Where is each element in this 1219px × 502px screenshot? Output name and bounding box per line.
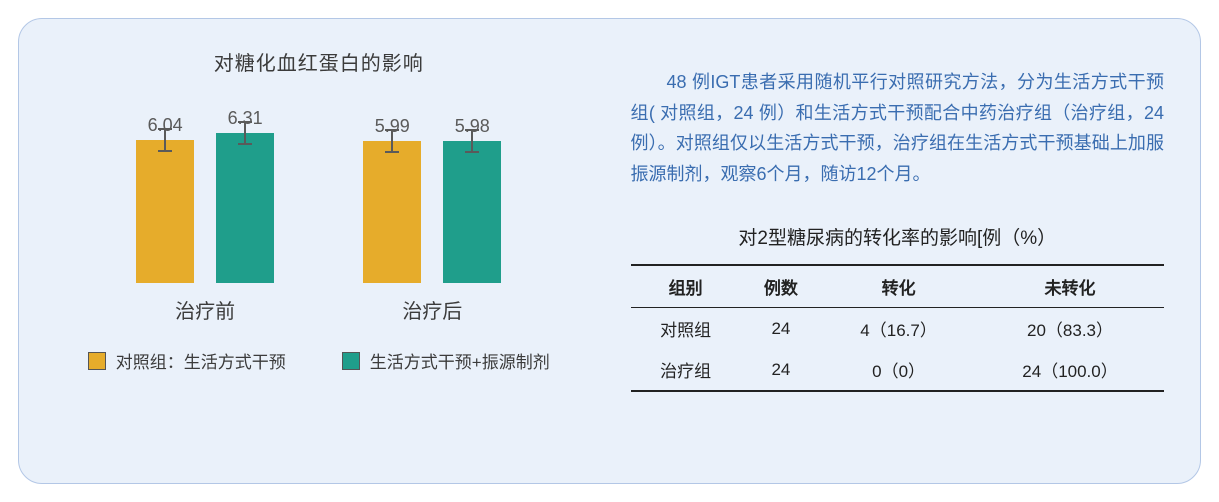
cell-conv: 4（16.7） xyxy=(821,308,976,350)
error-bar xyxy=(391,129,393,153)
chart-legend: 对照组：生活方式干预 生活方式干预+振源制剂 xyxy=(37,348,601,373)
info-panel: 48 例IGT患者采用随机平行对照研究方法，分为生活方式干预组( 对照组，24 … xyxy=(601,47,1165,455)
chart-group: 6.04 6.31 治疗前 xyxy=(136,83,274,324)
cell-conv: 0（0） xyxy=(821,349,976,391)
study-description: 48 例IGT患者采用随机平行对照研究方法，分为生活方式干预组( 对照组，24 … xyxy=(631,67,1165,189)
main-panel: 对糖化血红蛋白的影响 6.04 6.31 治疗前 5.99 5.98 治疗后 对照组：生活… xyxy=(18,18,1201,484)
error-bar xyxy=(164,128,166,152)
xaxis-label: 治疗后 xyxy=(402,295,462,324)
cell-noconv: 20（83.3） xyxy=(976,308,1164,350)
conversion-table: 组别 例数 转化 未转化 对照组 24 4（16.7） 20（83.3） 治疗组… xyxy=(631,264,1165,392)
bar-wrap: 5.98 xyxy=(443,116,501,283)
bar xyxy=(443,141,501,283)
table-row: 治疗组 24 0（0） 24（100.0） xyxy=(631,349,1165,391)
col-group: 组别 xyxy=(631,265,741,308)
bar-chart: 6.04 6.31 治疗前 5.99 5.98 治疗后 xyxy=(37,94,601,324)
error-bar xyxy=(471,129,473,153)
table-row: 对照组 24 4（16.7） 20（83.3） xyxy=(631,308,1165,350)
bar-pair: 5.99 5.98 xyxy=(363,83,501,283)
legend-label-treatment: 生活方式干预+振源制剂 xyxy=(370,348,550,373)
bar-wrap: 6.31 xyxy=(216,108,274,283)
bar xyxy=(136,140,194,283)
chart-title: 对糖化血红蛋白的影响 xyxy=(37,47,601,76)
bar-pair: 6.04 6.31 xyxy=(136,83,274,283)
cell-noconv: 24（100.0） xyxy=(976,349,1164,391)
bar-wrap: 5.99 xyxy=(363,116,421,283)
col-conv: 转化 xyxy=(821,265,976,308)
col-count: 例数 xyxy=(741,265,821,308)
legend-label-control: 对照组：生活方式干预 xyxy=(116,348,286,373)
cell-count: 24 xyxy=(741,349,821,391)
error-bar xyxy=(244,121,246,145)
table-title: 对2型糖尿病的转化率的影响[例（%） xyxy=(631,223,1165,250)
bar-wrap: 6.04 xyxy=(136,115,194,283)
legend-item-control: 对照组：生活方式干预 xyxy=(88,348,286,373)
col-noconv: 未转化 xyxy=(976,265,1164,308)
legend-item-treatment: 生活方式干预+振源制剂 xyxy=(342,348,550,373)
legend-swatch-treatment xyxy=(342,352,360,370)
chart-panel: 对糖化血红蛋白的影响 6.04 6.31 治疗前 5.99 5.98 治疗后 对照组：生活… xyxy=(37,47,601,455)
table-header-row: 组别 例数 转化 未转化 xyxy=(631,265,1165,308)
cell-group: 对照组 xyxy=(631,308,741,350)
cell-group: 治疗组 xyxy=(631,349,741,391)
bar xyxy=(216,133,274,283)
bar xyxy=(363,141,421,283)
cell-count: 24 xyxy=(741,308,821,350)
chart-group: 5.99 5.98 治疗后 xyxy=(363,83,501,324)
legend-swatch-control xyxy=(88,352,106,370)
xaxis-label: 治疗前 xyxy=(175,295,235,324)
